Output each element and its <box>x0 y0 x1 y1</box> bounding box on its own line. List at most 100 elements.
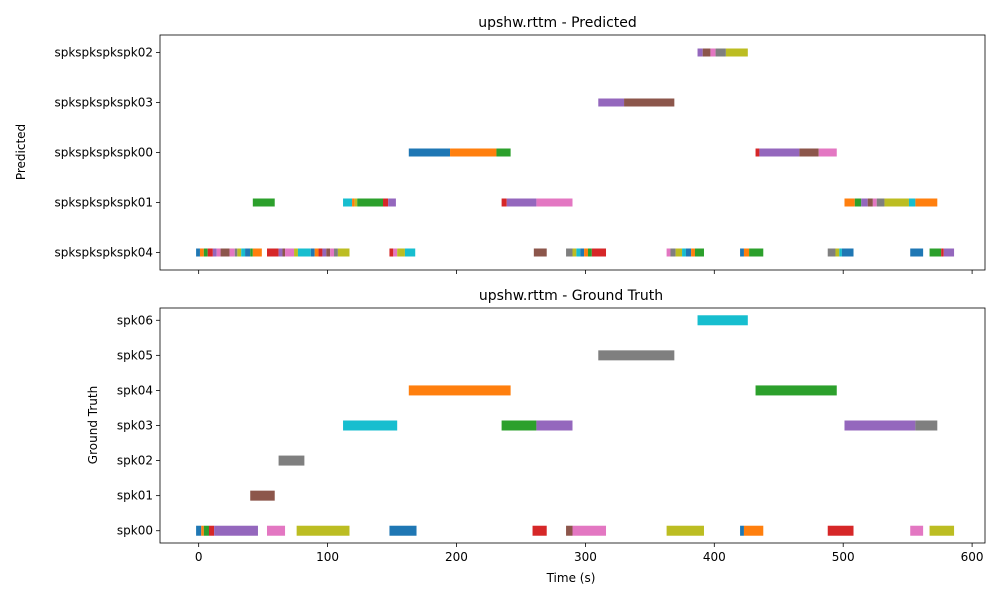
ground-truth-xtick-label: 200 <box>445 550 468 564</box>
predicted-segment <box>941 248 944 257</box>
predicted-segment <box>580 248 585 257</box>
predicted-segment <box>841 248 854 257</box>
predicted-segment <box>591 248 607 257</box>
predicted-segment <box>755 148 760 157</box>
predicted-segment <box>827 248 836 257</box>
ground-truth-segment <box>755 385 837 396</box>
ground-truth-segment <box>196 525 202 536</box>
ground-truth-segment <box>203 525 209 536</box>
predicted-segment <box>354 198 358 207</box>
predicted-segment <box>587 248 592 257</box>
predicted-segment <box>694 248 704 257</box>
predicted-segment <box>670 248 676 257</box>
ground-truth-yticks: spk00 spk01 spk02 spk03 spk04 spk05 spk06 <box>117 313 160 538</box>
predicted-segment <box>501 198 507 207</box>
ground-truth-ytick-label: spk06 <box>117 313 153 327</box>
predicted-segments <box>196 48 955 257</box>
predicted-segment <box>910 248 924 257</box>
predicted-segment <box>212 248 217 257</box>
predicted-segment <box>682 248 686 257</box>
predicted-segment <box>861 198 868 207</box>
predicted-ytick-label: spkspkspkspk03 <box>54 96 153 110</box>
predicted-segment <box>915 198 938 207</box>
predicted-segment <box>241 248 246 257</box>
predicted-segment <box>533 248 547 257</box>
ground-truth-xtick-label: 600 <box>961 550 984 564</box>
predicted-segment <box>330 248 335 257</box>
predicted-segment <box>318 248 323 257</box>
predicted-segment <box>199 248 204 257</box>
predicted-segment <box>450 148 497 157</box>
predicted-segment <box>234 248 238 257</box>
predicted-segment <box>334 248 338 257</box>
ground-truth-xlabel: Time (s) <box>546 571 596 585</box>
predicted-segment <box>818 148 837 157</box>
predicted-segment <box>389 248 394 257</box>
ground-truth-segment <box>532 525 547 536</box>
predicted-segment <box>566 248 573 257</box>
predicted-segment <box>839 248 842 257</box>
predicted-axes-frame <box>159 34 986 271</box>
ground-truth-ytick-label: spk01 <box>117 489 153 503</box>
predicted-ytick-label: spkspkspkspk04 <box>54 246 153 260</box>
predicted-segment <box>702 48 711 57</box>
ground-truth-axes-frame <box>159 307 986 544</box>
predicted-segment <box>624 98 675 107</box>
predicted-segment <box>872 198 877 207</box>
ground-truth-segment <box>598 350 675 361</box>
predicted-segment <box>326 248 331 257</box>
predicted-segment <box>357 198 384 207</box>
ground-truth-segment <box>408 385 511 396</box>
predicted-segment <box>536 198 573 207</box>
predicted-segment <box>572 248 577 257</box>
predicted-segment <box>237 248 242 257</box>
ground-truth-xtick-label: 500 <box>832 550 855 564</box>
predicted-segment <box>854 198 862 207</box>
ground-truth-ytick-label: spk05 <box>117 348 153 362</box>
predicted-segment <box>496 148 511 157</box>
predicted-segment <box>799 148 819 157</box>
ground-truth-segment <box>844 420 916 431</box>
ground-truth-segments <box>196 315 955 536</box>
ground-truth-ytick-label: spk03 <box>117 419 153 433</box>
ground-truth-segment <box>910 525 924 536</box>
predicted-segment <box>908 198 916 207</box>
predicted-ytick-label: spkspkspkspk01 <box>54 196 153 210</box>
predicted-segment <box>404 248 416 257</box>
predicted-segment <box>220 248 230 257</box>
ground-truth-segment <box>389 525 417 536</box>
ground-truth-xtick-label: 300 <box>574 550 597 564</box>
ground-truth-segment <box>740 525 744 536</box>
ground-truth-segment <box>278 455 305 466</box>
predicted-segment <box>685 248 692 257</box>
predicted-segment <box>408 148 451 157</box>
predicted-segment <box>506 198 537 207</box>
predicted-segment <box>343 198 353 207</box>
ground-truth-ylabel: Ground Truth <box>86 386 100 464</box>
ground-truth-xtick-label: 100 <box>316 550 339 564</box>
ground-truth-xtick-label: 0 <box>195 550 203 564</box>
ground-truth-segment <box>572 525 607 536</box>
predicted-segment <box>282 248 286 257</box>
predicted-panel: upshw.rttm - Predicted Predicted spkspks… <box>14 15 986 274</box>
ground-truth-segment <box>827 525 854 536</box>
predicted-segment <box>749 248 764 257</box>
predicted-segment <box>252 248 262 257</box>
predicted-ytick-label: spkspkspkspk00 <box>54 146 153 160</box>
ground-truth-segment <box>697 315 748 326</box>
predicted-segment <box>598 98 625 107</box>
predicted-segment <box>203 248 208 257</box>
predicted-segment <box>266 248 279 257</box>
predicted-segment <box>278 248 283 257</box>
predicted-xticks <box>198 270 973 274</box>
predicted-segment <box>322 248 327 257</box>
ground-truth-segment <box>743 525 764 536</box>
predicted-segment <box>929 248 942 257</box>
predicted-segment <box>388 198 396 207</box>
predicted-segment <box>835 248 840 257</box>
ground-truth-segment <box>296 525 350 536</box>
predicted-ytick-label: spkspkspkspk02 <box>54 46 153 60</box>
predicted-segment <box>584 248 588 257</box>
ground-truth-title: upshw.rttm - Ground Truth <box>479 288 663 304</box>
predicted-segment <box>884 198 909 207</box>
